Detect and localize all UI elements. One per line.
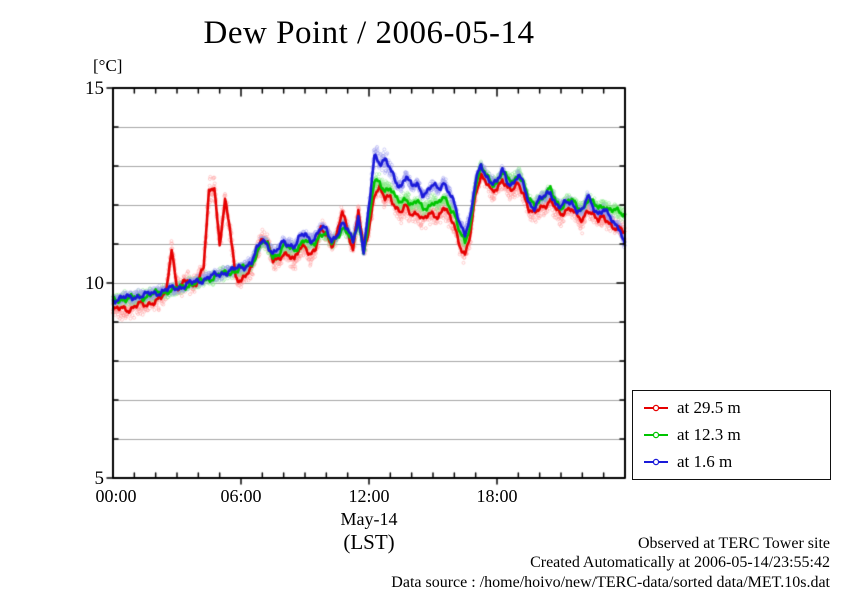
footer-annotations: Observed at TERC Tower site Created Auto… — [391, 534, 830, 592]
page-title: Dew Point / 2006-05-14 — [203, 15, 535, 51]
y-tick-label-15: 15 — [85, 78, 104, 99]
legend-box: at 29.5 m at 12.3 m at 1.6 m — [632, 390, 831, 480]
legend-row-1-6m: at 1.6 m — [643, 452, 822, 472]
x-tick-label-0000: 00:00 — [95, 486, 137, 506]
x-tick-label-0600: 06:00 — [220, 486, 262, 506]
x-tick-label-1800: 18:00 — [476, 486, 518, 506]
footer-created-timestamp: Created Automatically at 2006-05-14/23:5… — [530, 554, 830, 572]
legend-row-29-5m: at 29.5 m — [643, 398, 822, 418]
y-axis-unit-label: [°C] — [93, 56, 123, 75]
legend-label-1-6m: at 1.6 m — [677, 451, 733, 471]
legend-marker-12-3m — [644, 431, 668, 439]
x-tick-label-1200: 12:00 — [348, 486, 390, 506]
legend-label-29-5m: at 29.5 m — [677, 398, 741, 418]
legend-marker-1-6m — [644, 458, 668, 465]
y-tick-label-10: 10 — [85, 273, 104, 294]
x-axis-timezone-label: (LST) — [343, 530, 395, 554]
legend-label-12-3m: at 12.3 m — [677, 424, 741, 444]
footer-data-source: Data source : /home/hoivo/new/TERC-data/… — [391, 573, 830, 591]
legend-marker-29-5m — [644, 405, 668, 412]
x-axis-date-label: May-14 — [340, 509, 398, 529]
legend-row-12-3m: at 12.3 m — [643, 425, 822, 445]
footer-observed-site: Observed at TERC Tower site — [637, 535, 830, 552]
y-tick-label-5: 5 — [94, 468, 105, 489]
